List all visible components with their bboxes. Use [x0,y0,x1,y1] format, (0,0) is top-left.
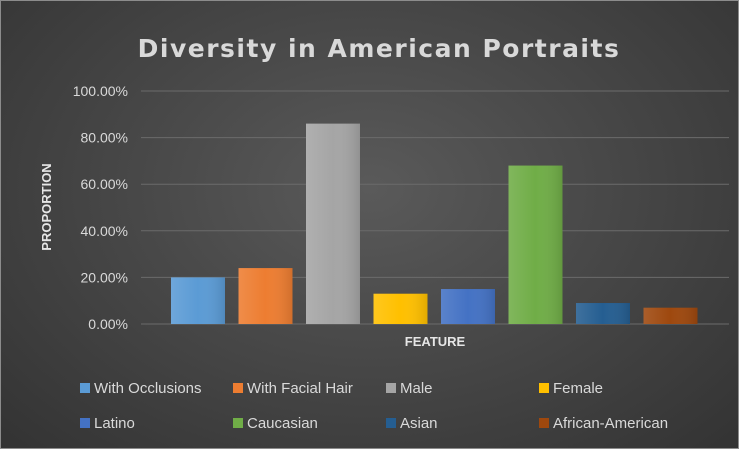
legend-label: Asian [400,415,438,432]
legend-label: African-American [553,415,668,432]
legend-label: With Facial Hair [247,380,353,397]
legend-item: African-American [539,415,668,432]
bars [171,123,698,325]
legend-item: Latino [80,415,135,432]
x-axis-label: FEATURE [405,334,466,349]
bar-shading [576,303,630,324]
bar-shading [508,165,563,324]
legend-swatch [80,383,90,393]
legend-item: With Facial Hair [233,380,353,397]
legend-item: Female [539,380,603,397]
y-tick-label: 80.00% [81,130,128,146]
y-tick-label: 20.00% [81,269,128,285]
bar-shading [306,123,360,325]
legend-swatch [233,418,243,428]
bar-shading [373,293,428,324]
legend-label: Caucasian [247,415,318,432]
bar-shading [441,289,495,324]
legend-swatch [386,383,396,393]
legend-swatch [80,418,90,428]
legend-swatch [386,418,396,428]
legend-swatch [539,418,549,428]
legend-swatch [233,383,243,393]
legend-label: Male [400,380,433,397]
legend-item: Male [386,380,433,397]
legend-item: With Occlusions [80,380,202,397]
legend-label: With Occlusions [94,380,202,397]
legend-swatch [539,383,549,393]
y-axis-ticks: 0.00% 20.00% 40.00% 60.00% 80.00% 100.00% [73,83,128,332]
y-tick-label: 100.00% [73,83,128,99]
legend-item: Asian [386,415,438,432]
legend: With Occlusions With Facial Hair Male Femal… [80,380,668,432]
chart-title: Diversity in American Portraits [138,34,621,63]
bar-shading [643,307,698,324]
bar-shading [171,277,225,324]
y-tick-label: 60.00% [81,176,128,192]
y-axis-label: PROPORTION [39,163,54,250]
legend-item: Caucasian [233,415,318,432]
y-tick-label: 40.00% [81,223,128,239]
legend-label: Female [553,380,603,397]
bar-shading [238,268,293,324]
y-tick-label: 0.00% [88,316,128,332]
legend-label: Latino [94,415,135,432]
gridlines [141,90,729,325]
